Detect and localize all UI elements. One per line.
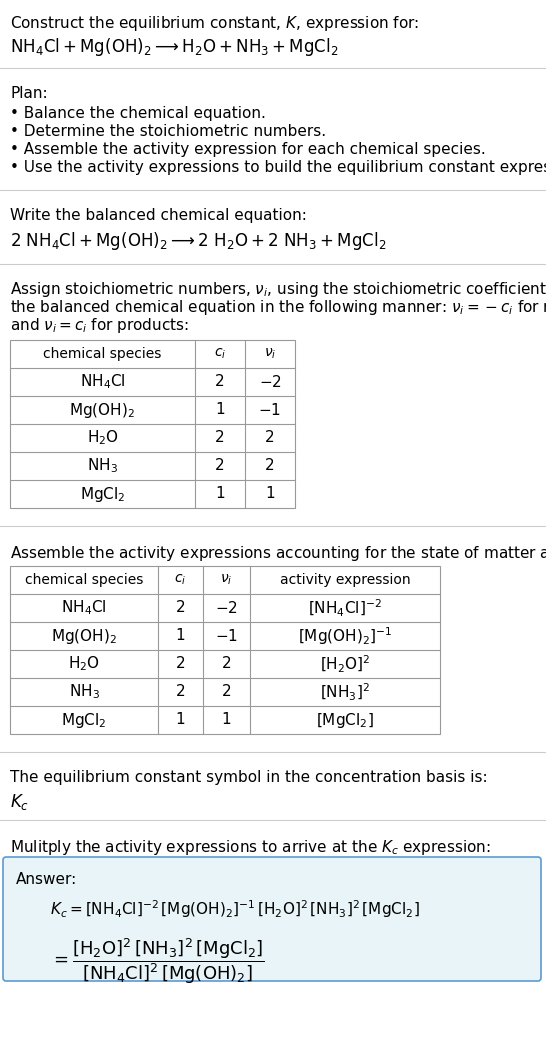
- Text: $[\mathrm{H_2O}]^{2}$: $[\mathrm{H_2O}]^{2}$: [320, 654, 370, 675]
- Text: the balanced chemical equation in the following manner: $\nu_i = -c_i$ for react: the balanced chemical equation in the fo…: [10, 298, 546, 317]
- Text: $\mathrm{2\ NH_4Cl + Mg(OH)_2 \longrightarrow 2\ H_2O + 2\ NH_3 + MgCl_2}$: $\mathrm{2\ NH_4Cl + Mg(OH)_2 \longright…: [10, 230, 387, 252]
- Text: 1: 1: [215, 487, 225, 501]
- Text: $[\mathrm{NH_3}]^{2}$: $[\mathrm{NH_3}]^{2}$: [320, 681, 370, 702]
- Text: $\mathrm{Mg(OH)_2}$: $\mathrm{Mg(OH)_2}$: [69, 400, 135, 419]
- Text: $[\mathrm{NH_4Cl}]^{-2}$: $[\mathrm{NH_4Cl}]^{-2}$: [308, 597, 382, 619]
- Text: 2: 2: [176, 657, 185, 672]
- FancyBboxPatch shape: [3, 857, 541, 981]
- Text: Write the balanced chemical equation:: Write the balanced chemical equation:: [10, 208, 307, 223]
- Text: $\nu_i$: $\nu_i$: [220, 573, 233, 588]
- Text: $\mathrm{MgCl_2}$: $\mathrm{MgCl_2}$: [61, 710, 107, 729]
- Text: Assemble the activity expressions accounting for the state of matter and $\nu_i$: Assemble the activity expressions accoun…: [10, 544, 546, 563]
- Text: $\mathrm{Mg(OH)_2}$: $\mathrm{Mg(OH)_2}$: [51, 626, 117, 645]
- Text: $[\mathrm{Mg(OH)_2}]^{-1}$: $[\mathrm{Mg(OH)_2}]^{-1}$: [298, 625, 392, 646]
- Text: 1: 1: [222, 713, 232, 727]
- Bar: [10, 341, 295, 508]
- Text: Answer:: Answer:: [16, 872, 77, 887]
- Text: $[\mathrm{MgCl_2}]$: $[\mathrm{MgCl_2}]$: [316, 710, 374, 729]
- Text: Mulitply the activity expressions to arrive at the $K_c$ expression:: Mulitply the activity expressions to arr…: [10, 838, 491, 857]
- Text: Plan:: Plan:: [10, 86, 48, 101]
- Text: The equilibrium constant symbol in the concentration basis is:: The equilibrium constant symbol in the c…: [10, 770, 488, 785]
- Text: $-1$: $-1$: [258, 401, 282, 418]
- Text: 2: 2: [222, 657, 232, 672]
- Text: $K_c$: $K_c$: [10, 792, 29, 812]
- Text: activity expression: activity expression: [280, 573, 410, 588]
- Text: 2: 2: [176, 684, 185, 700]
- Text: $\mathrm{NH_3}$: $\mathrm{NH_3}$: [87, 456, 118, 475]
- Text: Assign stoichiometric numbers, $\nu_i$, using the stoichiometric coefficients, $: Assign stoichiometric numbers, $\nu_i$, …: [10, 280, 546, 298]
- Text: 2: 2: [215, 458, 225, 474]
- Text: chemical species: chemical species: [43, 347, 162, 360]
- Text: 2: 2: [215, 374, 225, 390]
- Text: 2: 2: [222, 684, 232, 700]
- Text: $\mathrm{H_2O}$: $\mathrm{H_2O}$: [86, 429, 118, 448]
- Text: chemical species: chemical species: [25, 573, 143, 588]
- Text: 2: 2: [176, 600, 185, 616]
- Text: $c_i$: $c_i$: [214, 347, 226, 362]
- Text: $\nu_i$: $\nu_i$: [264, 347, 276, 362]
- Text: and $\nu_i = c_i$ for products:: and $\nu_i = c_i$ for products:: [10, 316, 189, 335]
- Text: Construct the equilibrium constant, $K$, expression for:: Construct the equilibrium constant, $K$,…: [10, 14, 419, 33]
- Text: $K_c = [\mathrm{NH_4Cl}]^{-2}\,[\mathrm{Mg(OH)_2}]^{-1}\,[\mathrm{H_2O}]^{2}\,[\: $K_c = [\mathrm{NH_4Cl}]^{-2}\,[\mathrm{…: [50, 898, 420, 920]
- Text: $\mathrm{NH_4Cl + Mg(OH)_2 \longrightarrow H_2O + NH_3 + MgCl_2}$: $\mathrm{NH_4Cl + Mg(OH)_2 \longrightarr…: [10, 36, 339, 58]
- Text: • Use the activity expressions to build the equilibrium constant expression.: • Use the activity expressions to build …: [10, 160, 546, 176]
- Text: $\mathrm{NH_4Cl}$: $\mathrm{NH_4Cl}$: [80, 373, 126, 391]
- Text: $\mathrm{H_2O}$: $\mathrm{H_2O}$: [68, 655, 100, 674]
- Text: $\mathrm{NH_4Cl}$: $\mathrm{NH_4Cl}$: [61, 599, 107, 617]
- Text: 1: 1: [176, 713, 185, 727]
- Text: $-1$: $-1$: [215, 628, 238, 644]
- Text: 2: 2: [265, 431, 275, 446]
- Text: $c_i$: $c_i$: [174, 573, 187, 588]
- Text: $\mathrm{MgCl_2}$: $\mathrm{MgCl_2}$: [80, 485, 125, 503]
- Text: 1: 1: [176, 628, 185, 643]
- Text: 2: 2: [215, 431, 225, 446]
- Text: $\mathrm{NH_3}$: $\mathrm{NH_3}$: [69, 683, 99, 701]
- Text: 1: 1: [265, 487, 275, 501]
- Text: $-2$: $-2$: [259, 374, 281, 390]
- Text: $= \dfrac{[\mathrm{H_2O}]^{2}\,[\mathrm{NH_3}]^{2}\,[\mathrm{MgCl_2}]}{[\mathrm{: $= \dfrac{[\mathrm{H_2O}]^{2}\,[\mathrm{…: [50, 936, 265, 986]
- Text: • Determine the stoichiometric numbers.: • Determine the stoichiometric numbers.: [10, 124, 326, 139]
- Text: 2: 2: [265, 458, 275, 474]
- Text: • Balance the chemical equation.: • Balance the chemical equation.: [10, 106, 266, 121]
- Text: 1: 1: [215, 403, 225, 417]
- Text: • Assemble the activity expression for each chemical species.: • Assemble the activity expression for e…: [10, 142, 486, 157]
- Bar: [10, 566, 440, 734]
- Text: $-2$: $-2$: [215, 600, 238, 616]
